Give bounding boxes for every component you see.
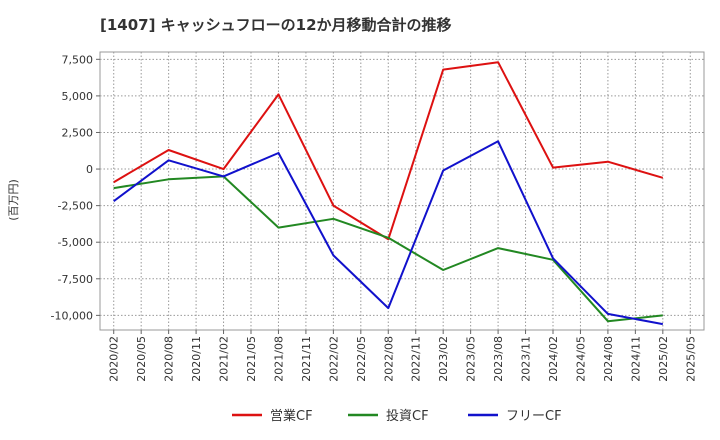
x-tick-label: 2024/08 bbox=[602, 336, 615, 382]
legend-label: 投資CF bbox=[386, 408, 429, 424]
x-tick-label: 2020/05 bbox=[135, 336, 148, 382]
x-tick-label: 2023/08 bbox=[492, 336, 505, 382]
y-tick-label: -5,000 bbox=[58, 236, 93, 249]
x-tick-label: 2023/05 bbox=[465, 336, 478, 382]
x-tick-label: 2021/08 bbox=[272, 336, 285, 382]
series-line bbox=[113, 140, 663, 326]
grid-lines bbox=[100, 52, 704, 330]
x-tick-label: 2022/02 bbox=[327, 336, 340, 382]
x-tick-label: 2020/08 bbox=[163, 336, 176, 382]
x-tick-label: 2021/02 bbox=[218, 336, 231, 382]
x-axis-ticks: 2020/02 2020/05 2020/08 2020/11 2021/02 2021/… bbox=[108, 330, 697, 382]
plot-area bbox=[99, 51, 705, 331]
y-axis-ticks: 7,500 5,000 2,500 0 -2,500 -5,000 -7,500 -10,00… bbox=[51, 53, 100, 322]
y-axis-label: (百万円) bbox=[7, 179, 20, 221]
y-tick-label: -2,500 bbox=[58, 200, 93, 213]
x-tick-label: 2022/11 bbox=[410, 336, 423, 382]
series-line bbox=[113, 175, 663, 323]
x-tick-label: 2024/05 bbox=[574, 336, 587, 382]
x-tick-label: 2024/11 bbox=[629, 336, 642, 382]
x-tick-label: 2020/02 bbox=[108, 336, 121, 382]
legend-label: フリーCF bbox=[506, 409, 562, 424]
x-tick-label: 2023/02 bbox=[437, 336, 450, 382]
y-tick-label: 5,000 bbox=[62, 90, 94, 103]
y-tick-label: 2,500 bbox=[62, 126, 94, 139]
series-lines bbox=[113, 61, 664, 326]
y-tick-label: -10,000 bbox=[51, 309, 93, 322]
x-tick-label: 2025/02 bbox=[657, 336, 670, 382]
x-tick-label: 2023/11 bbox=[520, 336, 533, 382]
legend: 営業CF 投資CF フリーCF bbox=[232, 408, 562, 424]
x-tick-label: 2022/05 bbox=[355, 336, 368, 382]
chart-title: [1407] キャッシュフローの12か月移動合計の推移 bbox=[100, 16, 452, 34]
series-line bbox=[113, 61, 664, 241]
x-tick-label: 2024/02 bbox=[547, 336, 560, 382]
y-tick-label: 0 bbox=[86, 163, 93, 176]
y-tick-label: 7,500 bbox=[62, 53, 94, 66]
x-tick-label: 2025/05 bbox=[684, 336, 697, 382]
x-tick-label: 2022/08 bbox=[382, 336, 395, 382]
x-tick-label: 2020/11 bbox=[190, 336, 203, 382]
y-tick-label: -7,500 bbox=[58, 273, 93, 286]
legend-label: 営業CF bbox=[270, 408, 313, 424]
x-tick-label: 2021/11 bbox=[300, 336, 313, 382]
x-tick-label: 2021/05 bbox=[245, 336, 258, 382]
